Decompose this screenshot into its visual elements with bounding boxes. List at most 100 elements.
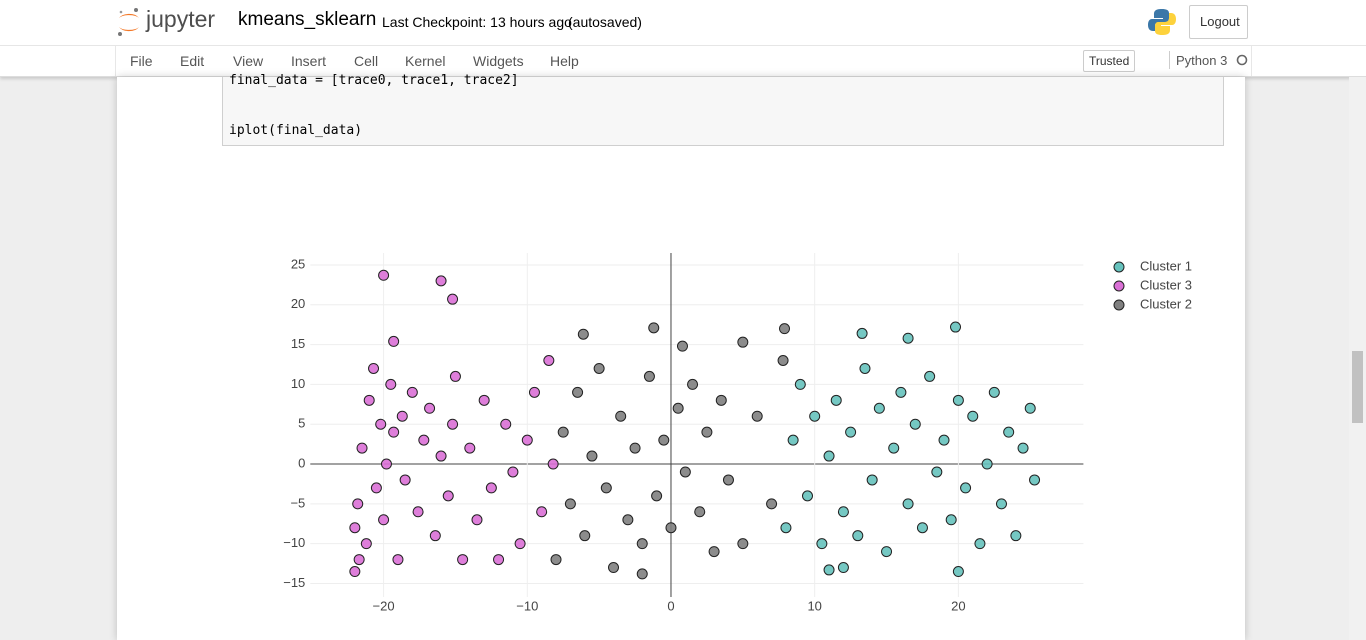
point — [952, 394, 964, 406]
point — [388, 335, 400, 347]
point — [967, 410, 979, 422]
point — [866, 474, 878, 486]
point — [988, 386, 1000, 398]
x-tick-label: 20 — [951, 598, 965, 613]
point — [636, 538, 648, 550]
point — [902, 332, 914, 344]
point — [881, 546, 893, 558]
point — [396, 410, 408, 422]
point — [665, 522, 677, 534]
point — [751, 410, 763, 422]
point — [938, 434, 950, 446]
y-tick-label: −15 — [283, 575, 305, 590]
point — [801, 490, 813, 502]
point — [960, 482, 972, 494]
y-tick-label: 20 — [291, 296, 305, 311]
point — [412, 506, 424, 518]
point — [780, 522, 792, 534]
point — [952, 566, 964, 578]
point — [579, 530, 591, 542]
point — [615, 410, 627, 422]
point — [845, 426, 857, 438]
menu-item[interactable]: Help — [550, 53, 579, 69]
menu-item[interactable]: Widgets — [473, 53, 524, 69]
point — [694, 506, 706, 518]
point — [809, 410, 821, 422]
point — [370, 482, 382, 494]
point — [931, 466, 943, 478]
point — [514, 538, 526, 550]
point — [442, 490, 454, 502]
y-tick-label: 0 — [298, 455, 305, 470]
point — [352, 498, 364, 510]
logout-button[interactable]: Logout — [1189, 5, 1248, 39]
point — [557, 426, 569, 438]
point — [464, 442, 476, 454]
code-line: iplot(final_data) — [229, 123, 363, 138]
point — [737, 538, 749, 550]
point — [916, 522, 928, 534]
legend-marker — [1113, 261, 1125, 273]
point — [471, 514, 483, 526]
kernel-name: Python 3 — [1176, 53, 1228, 68]
point — [708, 546, 720, 558]
point — [701, 426, 713, 438]
point — [672, 402, 684, 414]
legend-marker — [1113, 299, 1125, 311]
point — [902, 498, 914, 510]
point — [856, 327, 868, 339]
point — [363, 394, 375, 406]
menu-item[interactable]: File — [130, 53, 153, 69]
y-tick-label: 5 — [298, 416, 305, 431]
point — [1003, 426, 1015, 438]
point — [593, 362, 605, 374]
point — [547, 458, 559, 470]
kernel-status — [1236, 54, 1248, 66]
scroll-thumb[interactable] — [1352, 351, 1363, 423]
menu-item[interactable]: Insert — [291, 53, 327, 69]
point — [687, 378, 699, 390]
menu-item[interactable]: Edit — [180, 53, 205, 69]
notebook-name[interactable]: kmeans_sklearn — [238, 9, 377, 30]
scrollbar[interactable] — [1349, 77, 1366, 640]
y-tick-label: 15 — [291, 336, 305, 351]
code-line: final_data = [trace0, trace1, trace2] — [229, 73, 519, 88]
menubar: File Edit View Insert Cell Kernel Widget… — [0, 46, 1366, 77]
point — [794, 378, 806, 390]
logo-text: jupyter — [146, 6, 216, 32]
checkpoint: Last Checkpoint: 13 hours ago — [382, 14, 572, 30]
point — [830, 394, 842, 406]
point — [528, 386, 540, 398]
point — [392, 554, 404, 566]
logout-label: Logout — [1200, 14, 1240, 29]
trusted-button[interactable]: Trusted — [1083, 50, 1135, 72]
point — [995, 498, 1007, 510]
point — [779, 323, 791, 335]
point — [1010, 530, 1022, 542]
separator — [1169, 51, 1170, 69]
point — [1024, 402, 1036, 414]
point — [543, 355, 555, 366]
point — [648, 322, 660, 334]
menu-item[interactable]: View — [233, 53, 264, 69]
point — [722, 474, 734, 486]
point — [356, 442, 368, 454]
code-cell[interactable]: final_data = [trace0, trace1, trace2] ip… — [222, 73, 1224, 146]
point — [777, 355, 789, 366]
point — [447, 418, 459, 430]
point — [449, 370, 461, 382]
menu-item[interactable]: Cell — [354, 53, 379, 69]
point — [823, 450, 835, 462]
point — [368, 362, 380, 374]
point — [600, 482, 612, 494]
point — [500, 418, 512, 430]
menu-item[interactable]: Kernel — [405, 53, 446, 69]
point — [1029, 474, 1041, 486]
point — [909, 418, 921, 430]
point — [837, 562, 849, 574]
menu-container: File Edit View Insert Cell Kernel Widget… — [115, 46, 1252, 76]
point — [737, 336, 749, 348]
point — [766, 498, 778, 510]
point — [360, 538, 372, 550]
